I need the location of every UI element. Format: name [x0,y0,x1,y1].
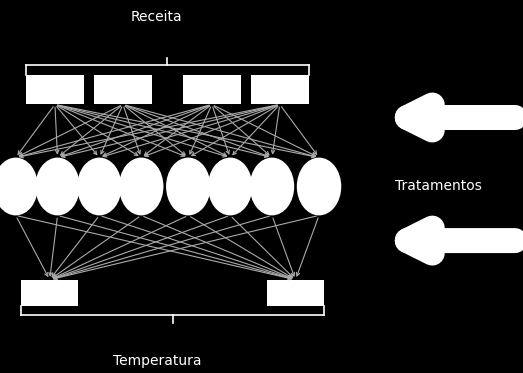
FancyBboxPatch shape [26,75,84,104]
Ellipse shape [250,157,294,216]
FancyBboxPatch shape [183,75,241,104]
Ellipse shape [208,157,252,216]
FancyBboxPatch shape [251,75,309,104]
FancyBboxPatch shape [94,75,152,104]
Text: Tratamentos: Tratamentos [395,179,482,194]
Ellipse shape [77,157,121,216]
Ellipse shape [0,157,38,216]
FancyBboxPatch shape [21,280,78,306]
Text: Receita: Receita [131,10,183,24]
Ellipse shape [166,157,210,216]
FancyBboxPatch shape [267,280,324,306]
Ellipse shape [297,157,341,216]
Ellipse shape [35,157,79,216]
Text: Temperatura: Temperatura [112,354,201,369]
Ellipse shape [119,157,163,216]
